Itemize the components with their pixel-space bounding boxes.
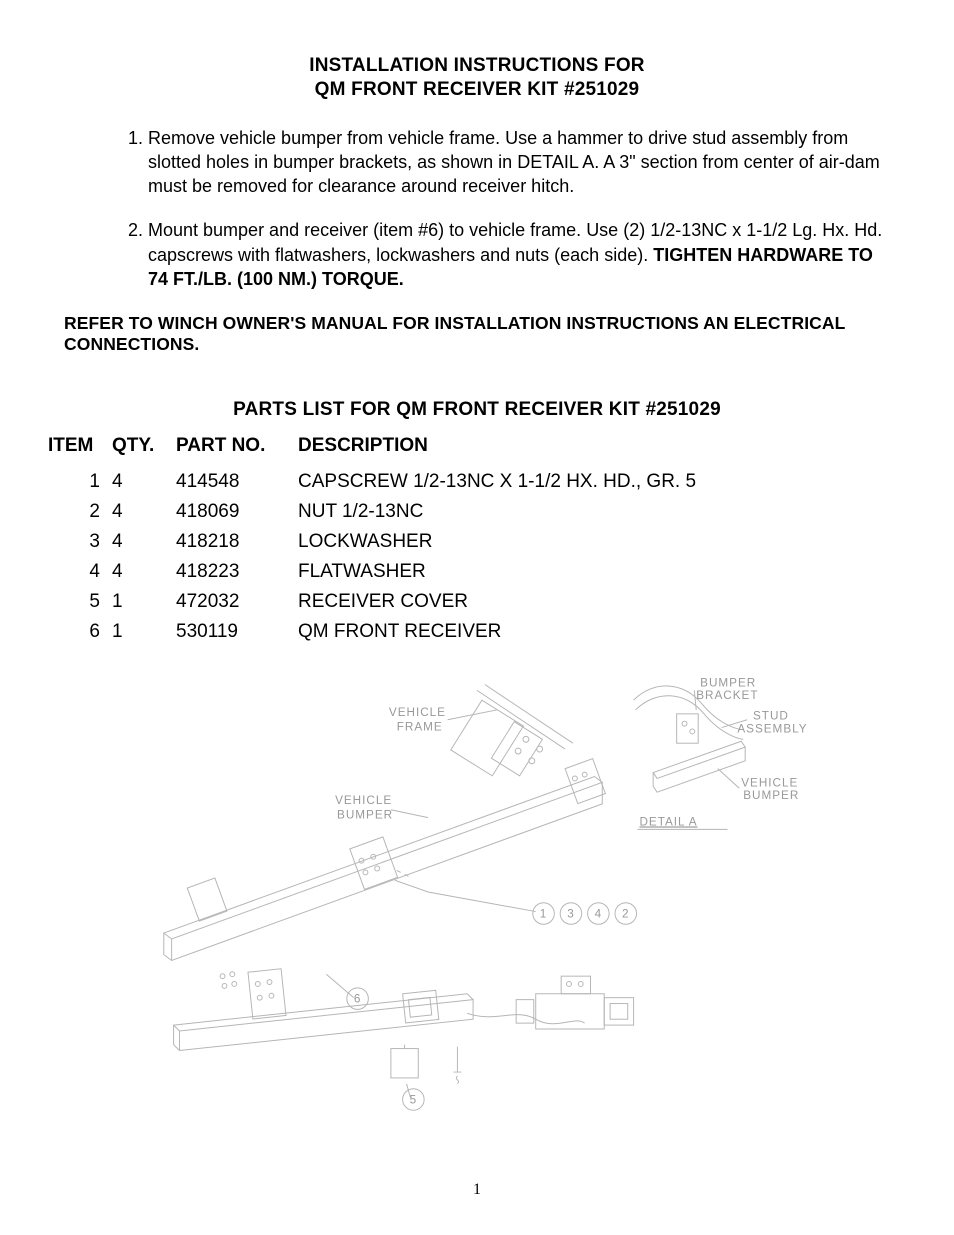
table-row: 51472032RECEIVER COVER <box>42 587 702 617</box>
title-line-1: INSTALLATION INSTRUCTIONS FOR <box>60 54 894 78</box>
table-cell: 414548 <box>170 467 292 497</box>
diagram-label: BUMPER <box>700 677 756 690</box>
diagram-label: VEHICLE <box>741 777 798 790</box>
diagram-label: BUMPER <box>337 809 393 822</box>
diagram-label: VEHICLE <box>389 706 446 719</box>
table-cell: 4 <box>42 557 106 587</box>
parts-table: ITEM QTY. PART NO. DESCRIPTION 14414548C… <box>42 435 702 647</box>
diagram-label: BUMPER <box>743 789 799 802</box>
diagram-container: VEHICLEFRAMEVEHICLEBUMPERBUMPERBRACKETST… <box>60 661 894 1121</box>
table-cell: NUT 1/2-13NC <box>292 497 702 527</box>
table-row: 44418223FLATWASHER <box>42 557 702 587</box>
table-cell: 4 <box>106 467 170 497</box>
table-cell: 3 <box>42 527 106 557</box>
diagram-label: FRAME <box>397 721 443 734</box>
table-cell: 6 <box>42 617 106 647</box>
diagram-label: DETAIL A <box>639 816 697 829</box>
table-cell: 4 <box>106 557 170 587</box>
callout-number: 6 <box>354 993 362 1006</box>
title-line-2: QM FRONT RECEIVER KIT #251029 <box>60 78 894 102</box>
parts-list-title: PARTS LIST FOR QM FRONT RECEIVER KIT #25… <box>60 399 894 421</box>
table-cell: FLATWASHER <box>292 557 702 587</box>
table-cell: 1 <box>42 467 106 497</box>
table-cell: 418069 <box>170 497 292 527</box>
step-2: Mount bumper and receiver (item #6) to v… <box>148 218 884 291</box>
assembly-diagram: VEHICLEFRAMEVEHICLEBUMPERBUMPERBRACKETST… <box>127 661 827 1121</box>
table-row: 61530119QM FRONT RECEIVER <box>42 617 702 647</box>
step-2-text: Mount bumper and receiver (item #6) to v… <box>148 220 882 289</box>
table-cell: 2 <box>42 497 106 527</box>
col-header-qty: QTY. <box>106 435 170 467</box>
callout-number: 4 <box>595 908 603 921</box>
table-cell: 5 <box>42 587 106 617</box>
diagram-label: ASSEMBLY <box>737 723 807 736</box>
diagram-label: BRACKET <box>696 689 758 702</box>
page: INSTALLATION INSTRUCTIONS FOR QM FRONT R… <box>0 0 954 1235</box>
callout-number: 1 <box>540 908 548 921</box>
step-1: Remove vehicle bumper from vehicle frame… <box>148 126 884 199</box>
callout-number: 3 <box>567 908 575 921</box>
table-cell: 418218 <box>170 527 292 557</box>
col-header-desc: DESCRIPTION <box>292 435 702 467</box>
callout-number: 2 <box>622 908 630 921</box>
manual-reference: REFER TO WINCH OWNER'S MANUAL FOR INSTAL… <box>60 313 894 355</box>
table-cell: 418223 <box>170 557 292 587</box>
instruction-steps: Remove vehicle bumper from vehicle frame… <box>60 126 894 292</box>
parts-table-body: 14414548CAPSCREW 1/2-13NC X 1-1/2 HX. HD… <box>42 467 702 647</box>
step-1-text: Remove vehicle bumper from vehicle frame… <box>148 128 880 197</box>
table-cell: 472032 <box>170 587 292 617</box>
col-header-item: ITEM <box>42 435 106 467</box>
table-cell: 4 <box>106 497 170 527</box>
table-cell: 1 <box>106 587 170 617</box>
table-cell: 1 <box>106 617 170 647</box>
table-row: 14414548CAPSCREW 1/2-13NC X 1-1/2 HX. HD… <box>42 467 702 497</box>
table-header-row: ITEM QTY. PART NO. DESCRIPTION <box>42 435 702 467</box>
table-cell: 530119 <box>170 617 292 647</box>
table-cell: RECEIVER COVER <box>292 587 702 617</box>
page-number: 1 <box>0 1181 954 1199</box>
table-cell: QM FRONT RECEIVER <box>292 617 702 647</box>
table-cell: LOCKWASHER <box>292 527 702 557</box>
col-header-part: PART NO. <box>170 435 292 467</box>
diagram-label: VEHICLE <box>335 794 392 807</box>
table-cell: 4 <box>106 527 170 557</box>
diagram-label: STUD <box>753 710 789 723</box>
table-cell: CAPSCREW 1/2-13NC X 1-1/2 HX. HD., GR. 5 <box>292 467 702 497</box>
callout-number: 5 <box>410 1094 418 1107</box>
document-title: INSTALLATION INSTRUCTIONS FOR QM FRONT R… <box>60 54 894 102</box>
table-row: 34418218LOCKWASHER <box>42 527 702 557</box>
table-row: 24418069NUT 1/2-13NC <box>42 497 702 527</box>
